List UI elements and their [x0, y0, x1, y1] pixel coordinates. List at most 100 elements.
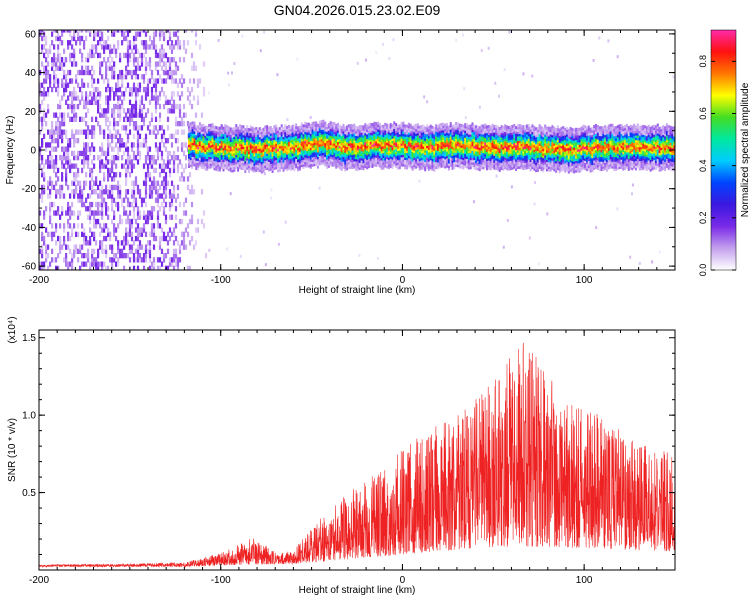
heatmap-cell: [362, 153, 365, 157]
heatmap-cell: [97, 91, 100, 97]
heatmap-cell: [307, 122, 310, 126]
heatmap-cell: [144, 57, 148, 63]
heatmap-cell: [355, 149, 358, 153]
heatmap-cell: [121, 253, 124, 259]
heatmap-cell: [427, 163, 430, 167]
heatmap-cell: [174, 121, 178, 127]
heatmap-cell: [466, 144, 468, 148]
heatmap-cell: [415, 133, 418, 137]
heatmap-cell: [300, 136, 303, 140]
heatmap-cell: [358, 155, 361, 159]
heatmap-cell: [273, 157, 276, 161]
heatmap-cell: [196, 218, 200, 225]
heatmap-cell: [353, 144, 356, 148]
heatmap-cell: [105, 184, 108, 191]
heatmap-cell: [456, 134, 459, 138]
heatmap-cell: [417, 123, 419, 127]
heatmap-cell: [130, 142, 134, 148]
heatmap-cell: [172, 78, 176, 84]
heatmap-cell: [442, 141, 445, 145]
heatmap-cell: [83, 40, 86, 46]
heatmap-cell: [113, 103, 116, 110]
heatmap-cell: [295, 144, 298, 148]
heatmap-cell: [447, 137, 450, 141]
heatmap-cell: [453, 147, 456, 151]
heatmap-cell: [282, 134, 285, 137]
heatmap-cell: [77, 214, 80, 220]
heatmap-cell: [83, 82, 86, 88]
heatmap-cell: [344, 166, 347, 169]
heatmap-cell: [97, 253, 100, 259]
heatmap-cell: [126, 30, 130, 33]
heatmap-cell: [440, 122, 443, 126]
heatmap-cell: [45, 69, 48, 76]
heatmap-cell: [326, 126, 329, 130]
heatmap-cell: [473, 164, 476, 168]
heatmap-cell: [278, 164, 281, 168]
heatmap-cell: [200, 133, 203, 137]
heatmap-cell: [235, 156, 238, 160]
heatmap-cell: [196, 99, 200, 105]
heatmap-cell: [134, 103, 138, 110]
heatmap-cell: [215, 142, 218, 146]
heatmap-cell: [275, 161, 278, 165]
heatmap-cell: [467, 164, 470, 168]
heatmap-cell: [447, 160, 450, 164]
heatmap-cell: [182, 167, 186, 174]
heatmap-cell: [406, 166, 409, 170]
heatmap-cell: [59, 223, 62, 229]
heatmap-cell: [148, 163, 152, 169]
heatmap-cell: [347, 126, 350, 130]
heatmap-cell: [91, 133, 94, 139]
heatmap-cell: [455, 147, 458, 151]
heatmap-cell: [458, 135, 461, 139]
heatmap-cell: [99, 65, 102, 71]
heatmap-cell: [87, 163, 90, 169]
heatmap-cell: [406, 131, 409, 135]
heatmap-cell: [63, 74, 66, 80]
heatmap-cell: [83, 142, 86, 148]
heatmap-cell: [117, 206, 120, 212]
heatmap-cell: [278, 155, 281, 158]
heatmap-cell: [73, 193, 76, 199]
heatmap-cell: [326, 145, 329, 148]
heatmap-cell: [318, 153, 321, 157]
heatmap-cell: [337, 129, 339, 133]
heatmap-cell: [229, 132, 232, 135]
heatmap-cell: [333, 138, 336, 142]
heatmap-cell: [242, 127, 245, 131]
heatmap-cell: [475, 164, 478, 168]
heatmap-cell: [282, 150, 285, 154]
heatmap-cell: [424, 145, 427, 149]
heatmap-cell: [111, 86, 114, 93]
heatmap-cell: [442, 164, 445, 168]
heatmap-cell: [377, 140, 379, 144]
heatmap-cell: [446, 153, 448, 157]
heatmap-cell: [170, 142, 174, 148]
heatmap-cell: [152, 257, 156, 263]
heatmap-cell: [433, 154, 436, 158]
heatmap-cell: [41, 91, 44, 97]
heatmap-cell: [89, 167, 92, 174]
heatmap-cell: [130, 218, 134, 225]
heatmap-cell: [337, 122, 339, 126]
heatmap-cell: [293, 161, 296, 165]
heatmap-cell: [462, 133, 465, 137]
heatmap-cell: [358, 132, 361, 136]
heatmap-cell: [440, 143, 443, 147]
heatmap-cell: [313, 140, 316, 143]
heatmap-cell: [222, 138, 225, 142]
heatmap-cell: [41, 261, 44, 267]
heatmap-cell: [55, 86, 58, 93]
heatmap-cell: [338, 164, 341, 167]
heatmap-cell: [229, 159, 232, 163]
heatmap-cell: [166, 163, 170, 169]
heatmap-cell: [257, 157, 260, 161]
heatmap-cell: [440, 136, 443, 140]
heatmap-cell: [469, 136, 472, 140]
heatmap-cell: [220, 152, 223, 155]
heatmap-cell: [111, 248, 114, 254]
heatmap-cell: [471, 164, 474, 168]
heatmap-cell: [438, 128, 441, 132]
